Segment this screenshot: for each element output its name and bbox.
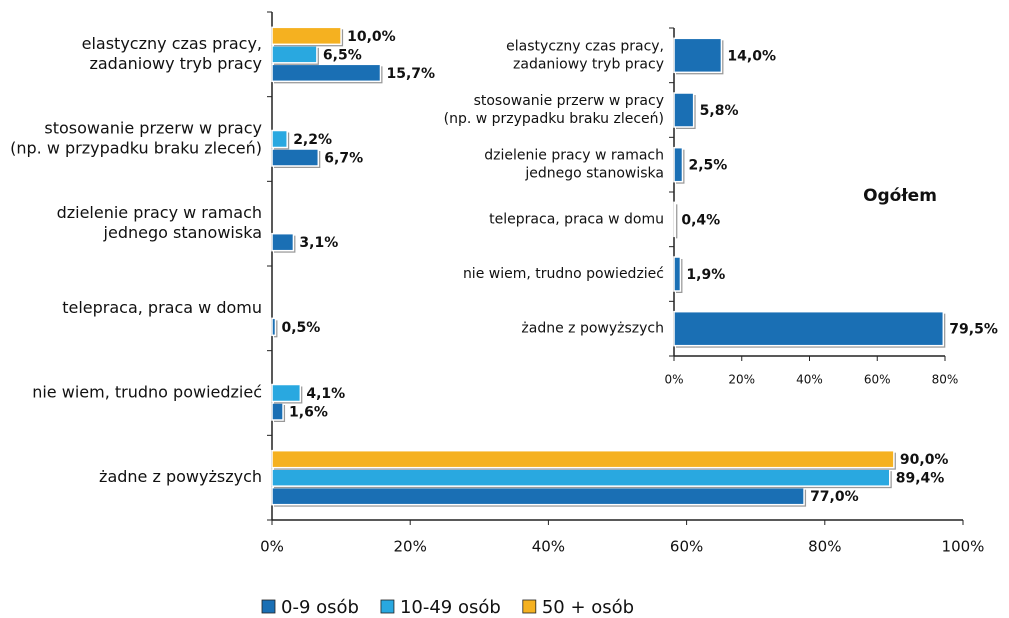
x-tick-label: 80% [932, 373, 959, 387]
x-tick-label: 40% [532, 538, 565, 556]
legend-swatch [380, 599, 395, 614]
value-label: 2,5% [688, 158, 727, 174]
category-label: dzielenie pracy w ramach [484, 148, 664, 164]
x-tick-label: 40% [796, 373, 823, 387]
value-label: 0,4% [681, 212, 720, 228]
category-label: żadne z powyższych [521, 321, 664, 337]
x-tick-label: 100% [942, 538, 985, 556]
category-label: stosowanie przerw w pracy [474, 93, 664, 109]
value-label: 2,2% [293, 132, 332, 148]
legend-label: 50 + osób [542, 597, 634, 618]
value-label: 77,0% [810, 489, 859, 505]
bar [271, 317, 277, 337]
bar [673, 92, 695, 128]
category-label: (np. w przypadku braku zleceń) [444, 111, 664, 127]
legend-swatch [261, 599, 276, 614]
legend-label: 10-49 osób [400, 597, 501, 618]
bar [271, 402, 284, 421]
legend-swatch [522, 599, 537, 614]
value-label: 6,7% [324, 151, 363, 167]
category-label: jednego stanowiska [524, 166, 664, 182]
bar-shadow [676, 204, 678, 239]
value-label: 90,0% [900, 452, 949, 468]
value-label: 79,5% [949, 322, 998, 338]
value-label: 89,4% [896, 471, 945, 487]
category-label: jednego stanowiska [103, 223, 262, 242]
bar [271, 468, 891, 487]
value-label: 5,8% [700, 103, 739, 119]
bar [673, 201, 677, 238]
x-tick-label: 20% [728, 373, 755, 387]
bar [271, 63, 382, 83]
x-tick-label: 0% [664, 373, 683, 387]
bar [271, 26, 342, 46]
bar [271, 383, 302, 403]
x-tick-label: 60% [670, 538, 703, 556]
category-label: (np. w przypadku braku zleceń) [10, 139, 262, 158]
category-label: telepraca, praca w domu [62, 298, 262, 317]
category-label: żadne z powyższych [99, 467, 262, 486]
bar [271, 45, 318, 64]
x-tick-label: 80% [808, 538, 841, 556]
bar [271, 486, 805, 506]
category-label: zadaniowy tryb pracy [513, 56, 664, 72]
value-label: 3,1% [299, 235, 338, 251]
x-tick-label: 20% [394, 538, 427, 556]
value-label: 0,5% [281, 320, 320, 336]
x-tick-label: 60% [864, 373, 891, 387]
category-label: stosowanie przerw w pracy [44, 119, 262, 138]
category-label: telepraca, praca w domu [489, 211, 664, 227]
value-label: 1,9% [686, 267, 725, 283]
value-label: 15,7% [386, 66, 435, 82]
x-tick-label: 0% [260, 538, 284, 556]
bar [673, 37, 723, 74]
value-label: 14,0% [727, 48, 776, 64]
value-label: 1,6% [289, 405, 328, 421]
bar [271, 232, 295, 252]
bar [673, 310, 945, 347]
value-label: 10,0% [347, 29, 396, 45]
category-label: dzielenie pracy w ramach [57, 203, 262, 222]
category-label: elastyczny czas pracy, [506, 38, 664, 54]
bar [673, 256, 682, 292]
bar [271, 129, 288, 149]
category-label: zadaniowy tryb pracy [89, 54, 262, 73]
bar [271, 148, 320, 167]
bar [673, 146, 684, 183]
value-label: 4,1% [306, 386, 345, 402]
chart-title: Ogółem [863, 186, 937, 206]
value-label: 6,5% [323, 47, 362, 63]
category-label: nie wiem, trudno powiedzieć [463, 266, 664, 282]
bar [271, 449, 895, 469]
category-label: elastyczny czas pracy, [82, 34, 262, 53]
legend-label: 0-9 osób [281, 597, 359, 618]
category-label: nie wiem, trudno powiedzieć [32, 383, 262, 402]
